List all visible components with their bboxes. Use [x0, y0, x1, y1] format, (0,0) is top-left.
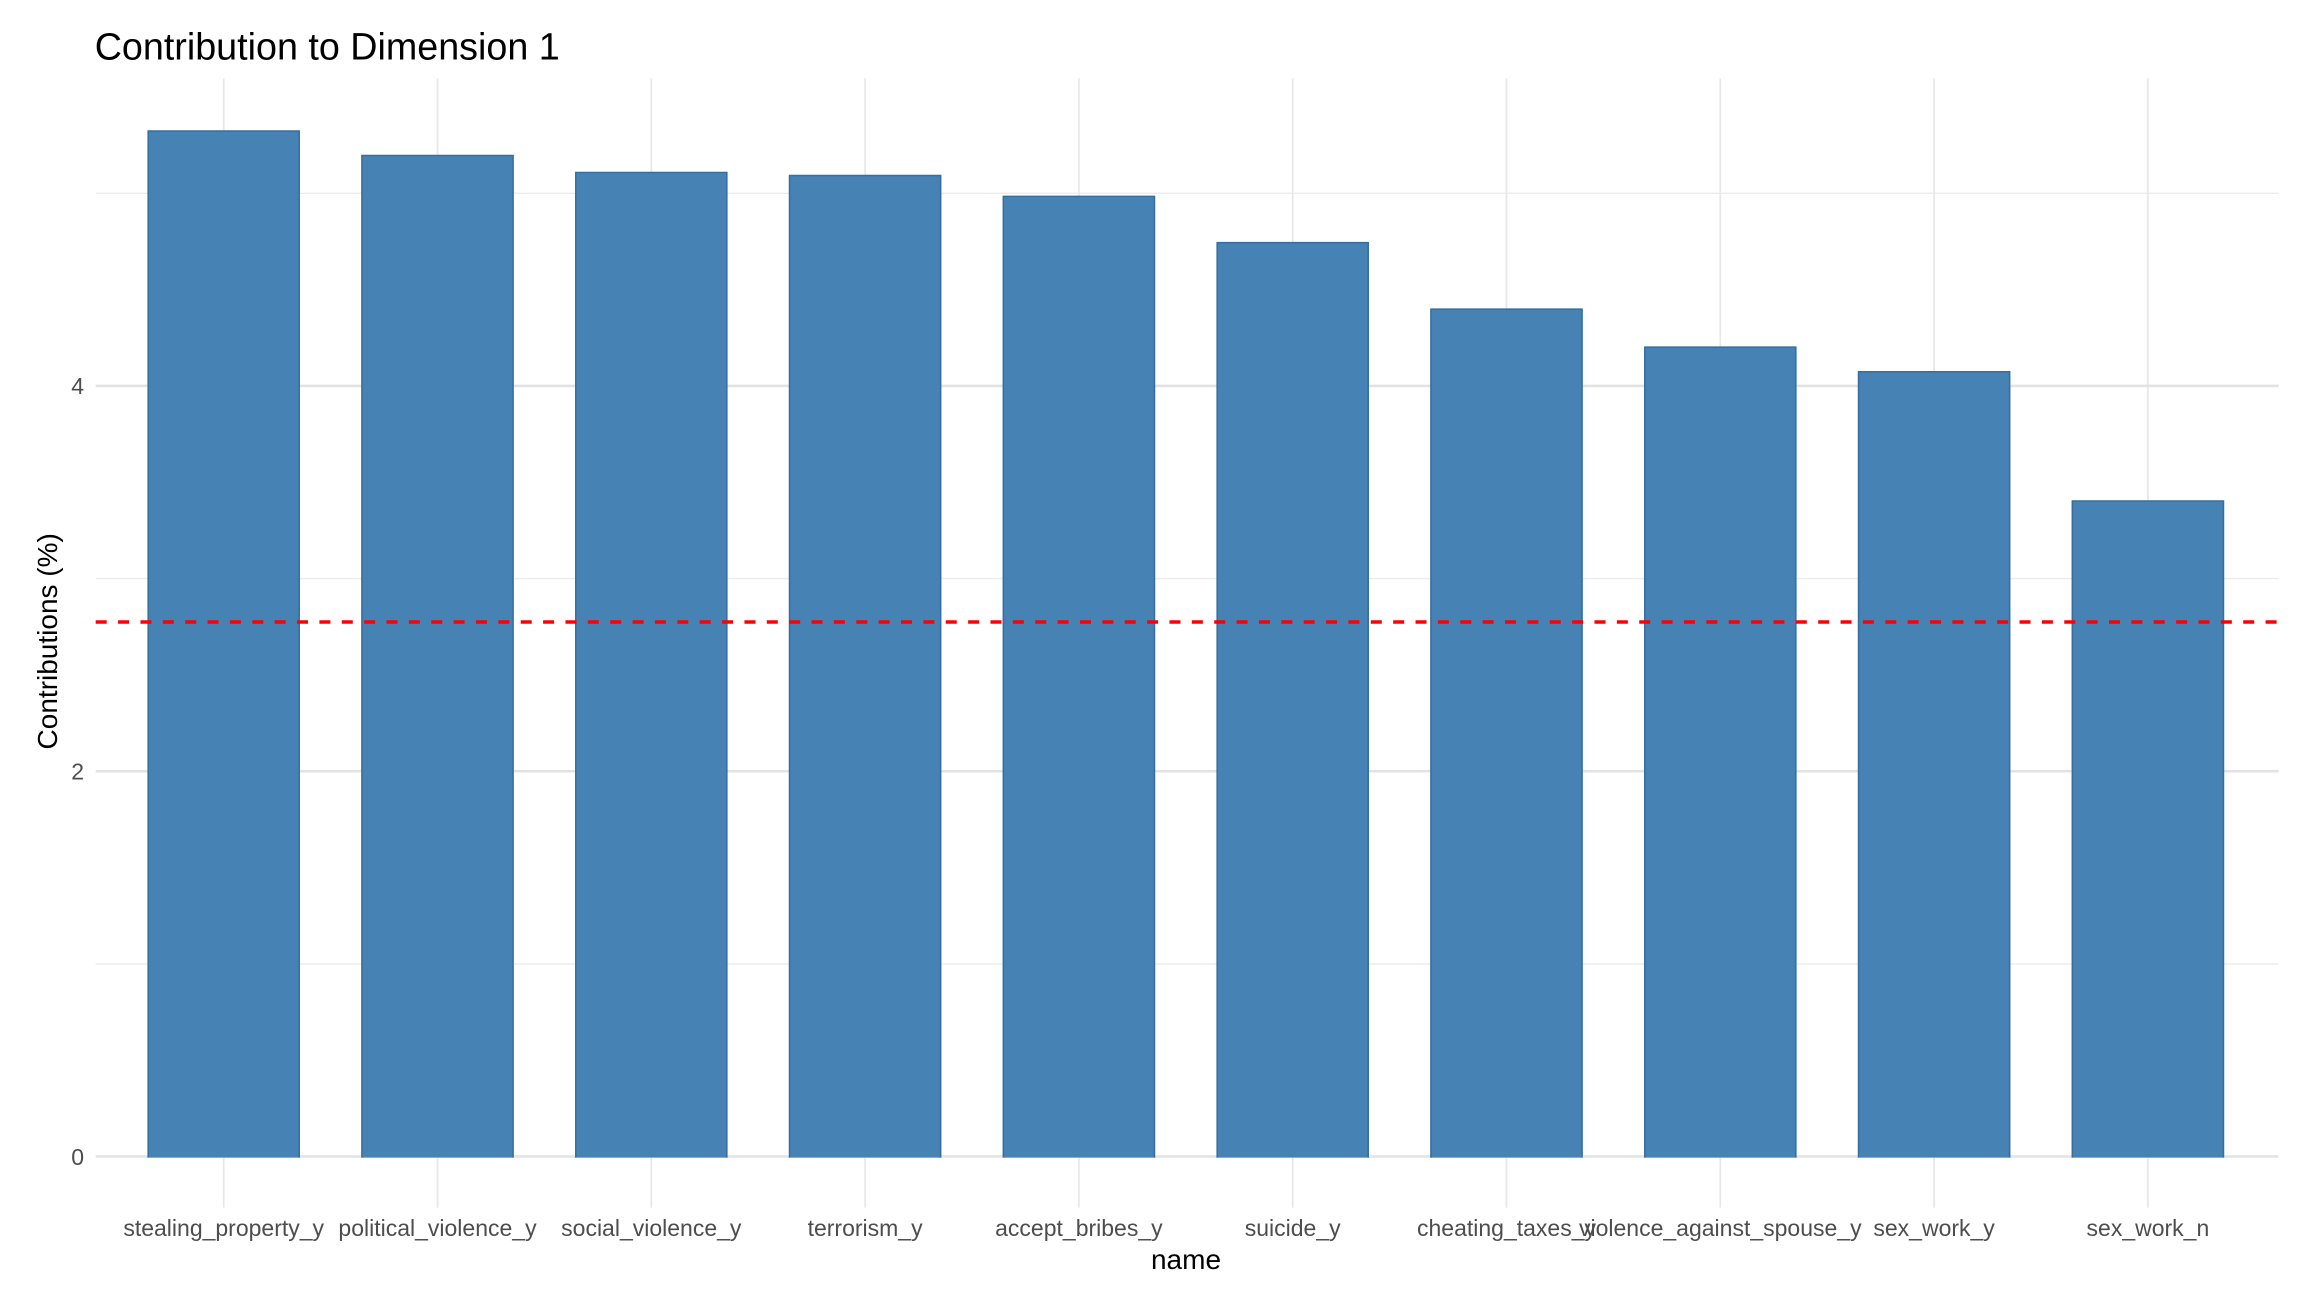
svg-text:suicide_y: suicide_y [1245, 1215, 1341, 1241]
svg-text:0: 0 [71, 1144, 84, 1170]
svg-text:cheating_taxes_y: cheating_taxes_y [1417, 1215, 1597, 1241]
svg-text:4: 4 [71, 373, 84, 399]
svg-text:accept_bribes_y: accept_bribes_y [995, 1215, 1163, 1241]
svg-text:social_violence_y: social_violence_y [561, 1215, 742, 1241]
svg-text:name: name [1151, 1244, 1221, 1275]
svg-text:political_violence_y: political_violence_y [338, 1215, 537, 1241]
svg-text:stealing_property_y: stealing_property_y [123, 1215, 324, 1241]
svg-text:terrorism_y: terrorism_y [808, 1215, 924, 1241]
svg-text:sex_work_n: sex_work_n [2087, 1215, 2210, 1241]
svg-text:sex_work_y: sex_work_y [1873, 1215, 1995, 1241]
svg-text:Contribution to Dimension 1: Contribution to Dimension 1 [95, 25, 560, 67]
svg-text:2: 2 [71, 758, 84, 784]
svg-text:violence_against_spouse_y: violence_against_spouse_y [1579, 1215, 1862, 1241]
svg-text:Contributions (%): Contributions (%) [32, 533, 63, 749]
